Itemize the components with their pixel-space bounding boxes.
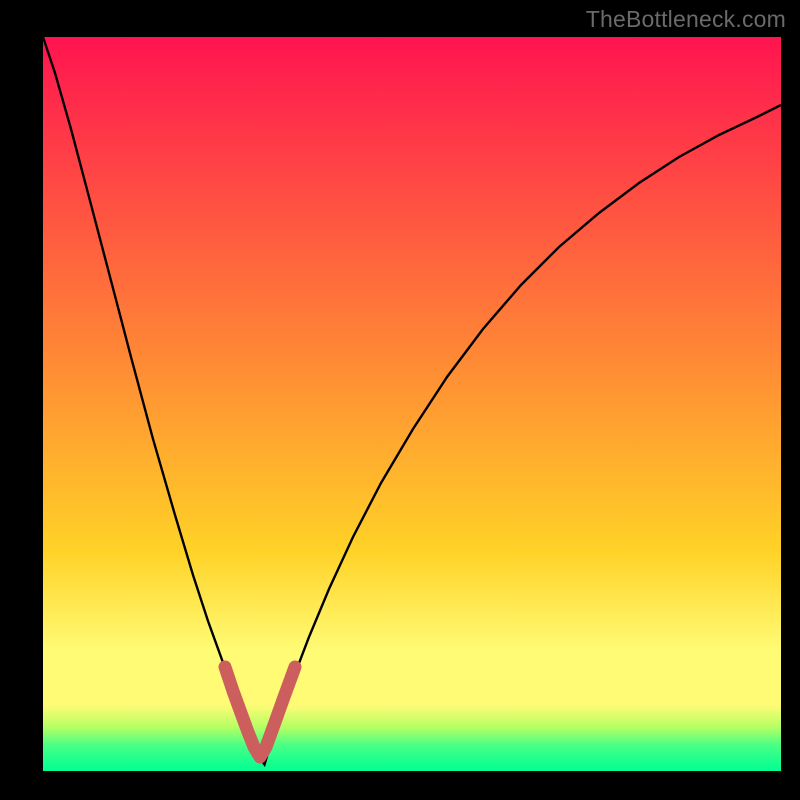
chart-plot-area (43, 37, 781, 771)
main-curve (43, 37, 781, 765)
chart-svg (43, 37, 781, 771)
emphasis-curve (225, 667, 295, 757)
watermark-text: TheBottleneck.com (586, 6, 786, 33)
